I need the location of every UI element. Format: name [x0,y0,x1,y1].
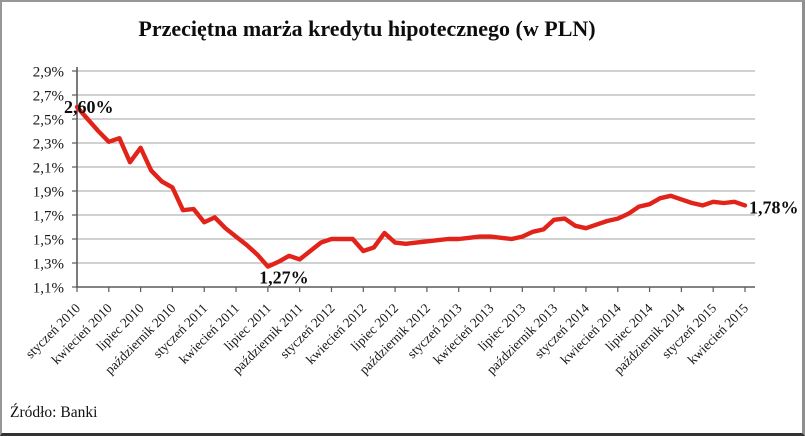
y-tick-label: 2,1% [33,161,64,177]
y-tick-label: 1,1% [33,281,64,297]
y-tick-label: 2,5% [33,113,64,129]
y-tick-label: 1,9% [33,185,64,201]
data-point-label: 1,78% [749,197,799,217]
source-note: Źródło: Banki [10,404,98,421]
y-tick-label: 1,3% [33,257,64,273]
y-tick-label: 2,3% [33,137,64,153]
data-point-label: 1,27% [259,268,309,288]
y-tick-label: 1,7% [33,209,64,225]
data-point-label: 2,60% [64,97,114,117]
data-line-series [74,104,748,269]
y-tick-label: 2,9% [33,65,64,81]
y-tick-label: 2,7% [33,89,64,105]
y-tick-label: 1,5% [33,233,64,249]
chart-title: Przeciętna marża kredytu hipotecznego (w… [138,16,596,41]
